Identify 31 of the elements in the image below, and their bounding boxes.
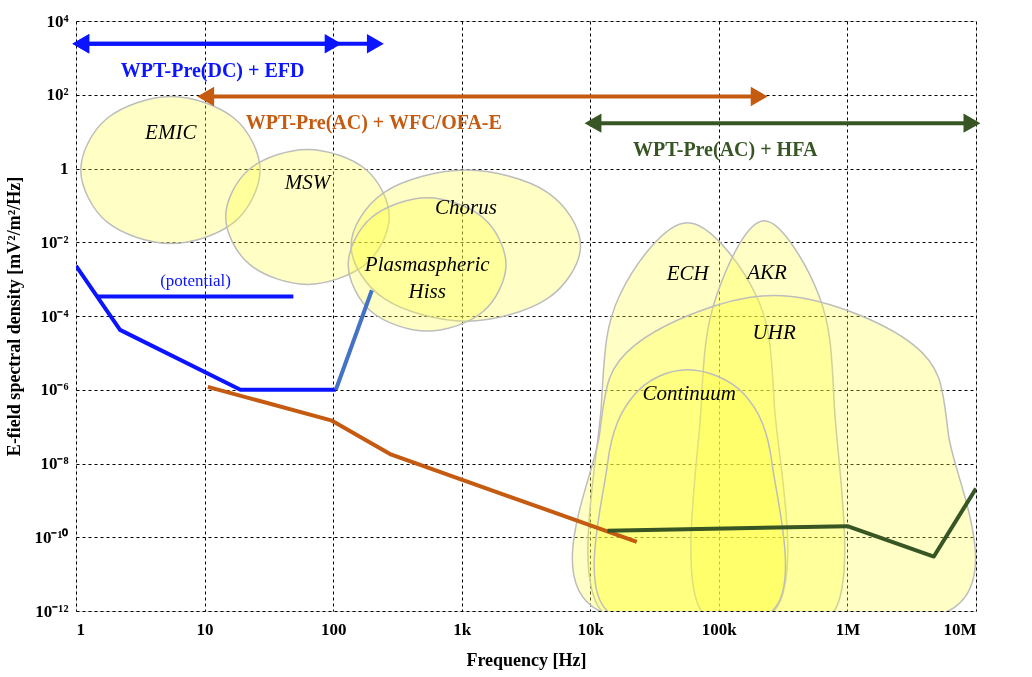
x-tick-label: 1M <box>835 619 861 639</box>
y-tick-label: 10⁻⁴ <box>40 306 69 326</box>
y-tick-label: 10⁻⁶ <box>40 380 69 400</box>
x-tick-label: 1 <box>76 619 85 639</box>
series-label: WPT-Pre(DC) + EFD <box>120 58 305 82</box>
series-label: AKR <box>745 259 788 284</box>
series-label: Chorus <box>434 194 497 219</box>
series-label: UHR <box>752 320 796 345</box>
x-axis-title: Frequency [Hz] <box>466 649 587 670</box>
series-label: Continuum <box>642 380 736 405</box>
y-tick-label: 10⁻⁸ <box>40 454 69 473</box>
x-tick-label: 100k <box>701 619 738 639</box>
series-label: WPT-Pre(AC) + HFA <box>633 138 818 162</box>
x-tick-label: 100 <box>320 619 347 639</box>
x-tick-label: 10k <box>577 619 605 639</box>
y-tick-label: 10⁻¹⁰ <box>34 527 69 547</box>
y-tick-label: 10⁴ <box>46 11 69 31</box>
y-tick-label: 10² <box>46 85 69 105</box>
y-tick-label: 1 <box>60 159 69 178</box>
series-label: ECH <box>665 260 711 285</box>
x-tick-label: 10 <box>196 619 214 639</box>
series-label: (potential) <box>160 271 232 291</box>
series-label: MSW <box>283 170 333 195</box>
series-label: EMIC <box>144 120 198 145</box>
y-tick-label: 10⁻¹² <box>35 601 69 621</box>
y-axis-title: E-field spectral density [mV²/m²/Hz] <box>4 176 25 457</box>
y-tick-label: 10⁻² <box>40 232 69 252</box>
x-tick-label: 10M <box>943 619 977 639</box>
series-label: Plasmaspheric Hiss <box>363 251 491 303</box>
x-tick-label: 1k <box>453 619 472 639</box>
series-label: WPT-Pre(AC) + WFC/OFA-E <box>245 111 502 135</box>
